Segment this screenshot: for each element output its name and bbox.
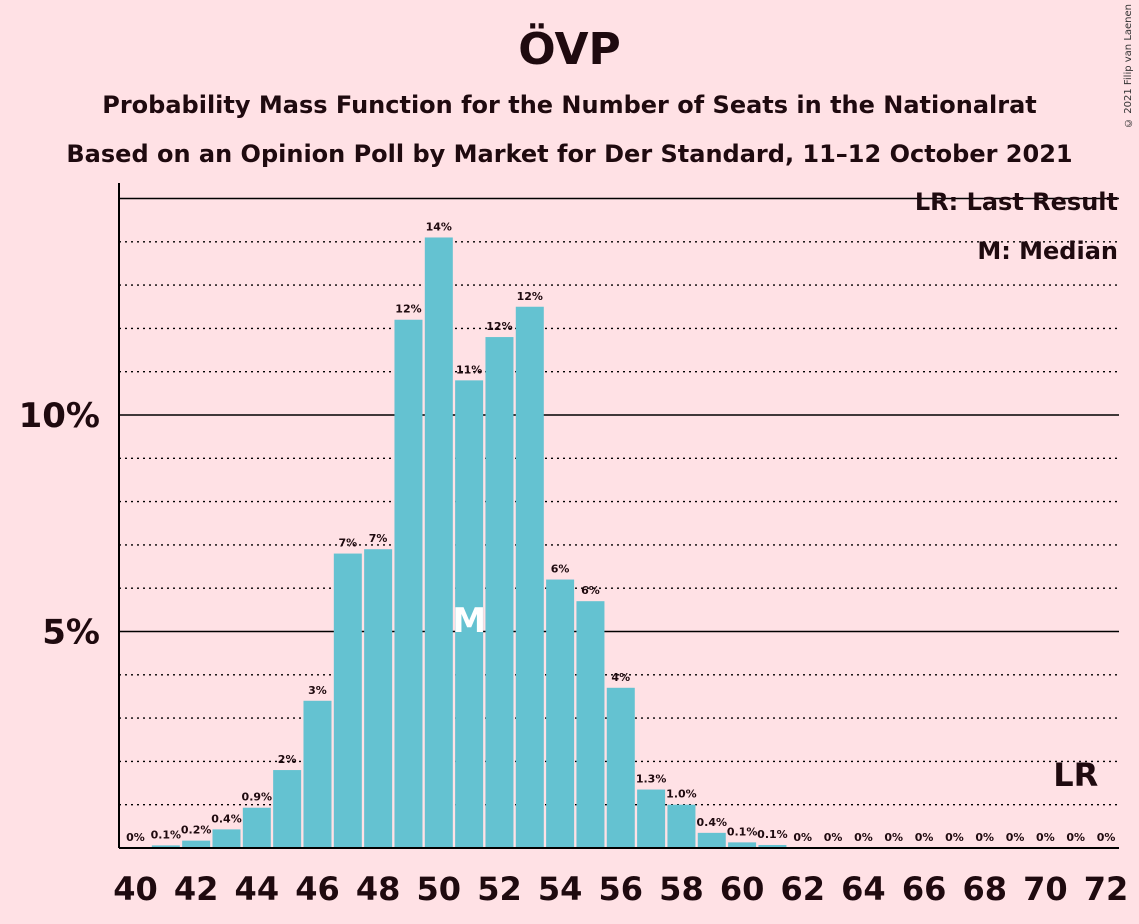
x-tick-label-46: 46 (295, 870, 340, 908)
bar-43 (212, 829, 241, 848)
data-label-50: 14% (426, 220, 452, 233)
bar-51 (455, 380, 484, 848)
chart-title: ÖVP (518, 24, 621, 75)
x-tick-label-64: 64 (841, 870, 886, 908)
bar-49 (394, 319, 423, 848)
x-tick-label-66: 66 (902, 870, 947, 908)
data-label-49: 12% (395, 303, 421, 316)
data-label-56: 4% (611, 671, 630, 684)
data-label-59: 0.4% (697, 816, 728, 829)
data-label-67: 0% (945, 831, 964, 844)
data-label-70: 0% (1036, 831, 1055, 844)
x-tick-label-52: 52 (477, 870, 522, 908)
legend-last-result: LR: Last Result (915, 188, 1118, 216)
x-tick-label-68: 68 (962, 870, 1007, 908)
legend: LR: Last Result M: Median (915, 188, 1118, 265)
data-label-61: 0.1% (757, 828, 788, 841)
bar-59 (697, 832, 726, 848)
bar-41 (151, 845, 180, 848)
chart-subtitle-2: Based on an Opinion Poll by Market for D… (66, 140, 1073, 168)
x-tick-label-60: 60 (720, 870, 765, 908)
bar-60 (728, 842, 757, 848)
bar-55 (576, 601, 605, 848)
data-label-41: 0.1% (151, 828, 182, 841)
data-label-55: 6% (581, 584, 600, 597)
data-label-68: 0% (975, 831, 994, 844)
data-label-57: 1.3% (636, 773, 667, 786)
data-label-53: 12% (517, 290, 543, 303)
x-tick-label-56: 56 (599, 870, 644, 908)
bar-42 (182, 840, 211, 848)
data-label-45: 2% (278, 753, 297, 766)
x-tick-label-42: 42 (174, 870, 219, 908)
x-tick-label-72: 72 (1084, 870, 1129, 908)
bar-56 (606, 687, 635, 848)
data-label-54: 6% (551, 563, 570, 576)
chart-subtitle: Probability Mass Function for the Number… (102, 91, 1037, 119)
data-label-46: 3% (308, 684, 327, 697)
data-label-58: 1.0% (666, 788, 697, 801)
bars (151, 237, 787, 849)
bar-53 (515, 306, 544, 848)
bar-58 (667, 804, 696, 848)
y-tick-label-10: 10% (19, 396, 100, 436)
data-label-42: 0.2% (181, 824, 212, 837)
x-tick-label-70: 70 (1023, 870, 1068, 908)
data-label-69: 0% (1006, 831, 1025, 844)
data-label-48: 7% (369, 532, 388, 545)
x-tick-label-48: 48 (356, 870, 401, 908)
data-label-40: 0% (126, 831, 145, 844)
bar-50 (424, 237, 453, 849)
data-label-52: 12% (486, 320, 512, 333)
bar-44 (242, 807, 271, 848)
x-tick-label-58: 58 (659, 870, 704, 908)
bar-48 (364, 549, 393, 848)
data-label-66: 0% (915, 831, 934, 844)
x-tick-label-50: 50 (417, 870, 462, 908)
bar-47 (333, 553, 362, 848)
data-label-65: 0% (884, 831, 903, 844)
y-tick-label-5: 5% (42, 613, 100, 653)
axes: 40 42 44 46 48 50 52 54 56 58 60 62 64 66 68 70 72 5% 10% (19, 183, 1129, 908)
data-label-43: 0.4% (211, 812, 242, 825)
data-label-62: 0% (793, 831, 812, 844)
data-label-64: 0% (854, 831, 873, 844)
bar-57 (637, 789, 666, 848)
median-marker: M (452, 601, 486, 641)
bar-46 (303, 700, 332, 848)
x-tick-label-40: 40 (113, 870, 158, 908)
data-label-60: 0.1% (727, 825, 758, 838)
data-label-63: 0% (824, 831, 843, 844)
data-label-51: 11% (456, 363, 482, 376)
bar-45 (273, 770, 302, 848)
data-label-72: 0% (1097, 831, 1116, 844)
bar-54 (546, 579, 575, 848)
data-label-71: 0% (1066, 831, 1085, 844)
last-result-marker: LR (1053, 756, 1098, 794)
x-tick-label-54: 54 (538, 870, 583, 908)
legend-median: M: Median (977, 237, 1118, 265)
x-tick-label-44: 44 (235, 870, 280, 908)
x-tick-label-62: 62 (780, 870, 825, 908)
data-label-44: 0.9% (242, 791, 273, 804)
data-labels: 0% 0.1% 0.2%0.4%0.9%2%3%7% 7%12%14%11%12%12… (126, 220, 1115, 844)
bar-61 (758, 844, 787, 848)
bar-52 (485, 337, 514, 848)
data-label-47: 7% (338, 537, 357, 550)
